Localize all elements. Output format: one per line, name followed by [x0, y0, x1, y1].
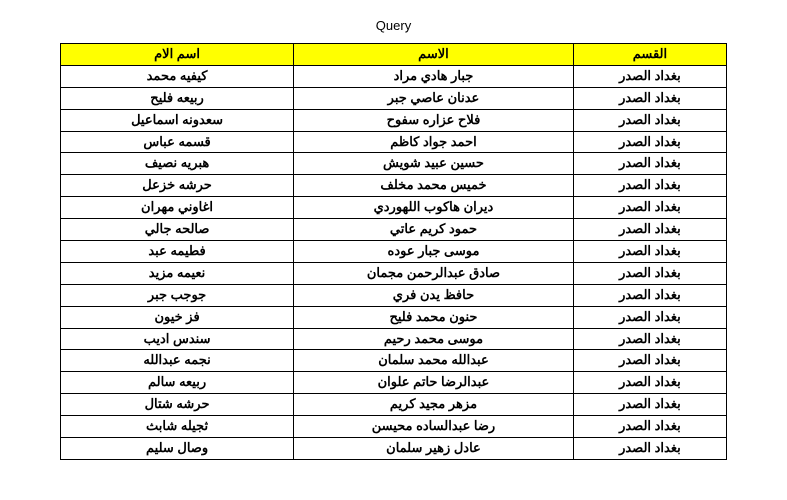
cell-mother: كيفيه محمد	[61, 65, 294, 87]
cell-name: عبدالله محمد سلمان	[294, 350, 574, 372]
table-row: بغداد الصدرفلاح عزاره سفوحسعدونه اسماعيل	[61, 109, 727, 131]
col-header-name: الاسم	[294, 44, 574, 66]
cell-mother: نجمه عبدالله	[61, 350, 294, 372]
cell-dept: بغداد الصدر	[573, 416, 726, 438]
table-row: بغداد الصدرعبدالله محمد سلماننجمه عبدالل…	[61, 350, 727, 372]
cell-mother: فطيمه عبد	[61, 241, 294, 263]
cell-dept: بغداد الصدر	[573, 219, 726, 241]
cell-dept: بغداد الصدر	[573, 306, 726, 328]
cell-dept: بغداد الصدر	[573, 438, 726, 460]
cell-mother: حرشه شتال	[61, 394, 294, 416]
cell-mother: سندس اديب	[61, 328, 294, 350]
col-header-mother: اسم الام	[61, 44, 294, 66]
cell-mother: قسمه عباس	[61, 131, 294, 153]
cell-name: حافظ يدن فري	[294, 284, 574, 306]
table-row: بغداد الصدرحسين عبيد شويشهبريه نصيف	[61, 153, 727, 175]
table-row: بغداد الصدرحمود كريم عاتيصالحه جالي	[61, 219, 727, 241]
page-title: Query	[0, 0, 787, 43]
cell-dept: بغداد الصدر	[573, 262, 726, 284]
cell-name: خميس محمد مخلف	[294, 175, 574, 197]
cell-name: فلاح عزاره سفوح	[294, 109, 574, 131]
cell-mother: ربيعه فليح	[61, 87, 294, 109]
table-row: بغداد الصدرخميس محمد مخلفحرشه خزعل	[61, 175, 727, 197]
cell-dept: بغداد الصدر	[573, 65, 726, 87]
cell-name: عبدالرضا حاتم علوان	[294, 372, 574, 394]
cell-mother: وصال سليم	[61, 438, 294, 460]
cell-mother: فز خيون	[61, 306, 294, 328]
cell-name: عدنان عاصي جبر	[294, 87, 574, 109]
cell-dept: بغداد الصدر	[573, 241, 726, 263]
cell-name: رضا عبدالساده محيسن	[294, 416, 574, 438]
cell-name: عادل زهير سلمان	[294, 438, 574, 460]
cell-dept: بغداد الصدر	[573, 175, 726, 197]
data-table: القسم الاسم اسم الام بغداد الصدرجبار هاد…	[60, 43, 727, 460]
cell-dept: بغداد الصدر	[573, 284, 726, 306]
table-container: القسم الاسم اسم الام بغداد الصدرجبار هاد…	[0, 43, 787, 460]
cell-dept: بغداد الصدر	[573, 131, 726, 153]
cell-name: مزهر مجيد كريم	[294, 394, 574, 416]
table-row: بغداد الصدراحمد جواد كاظمقسمه عباس	[61, 131, 727, 153]
cell-name: حنون محمد فليح	[294, 306, 574, 328]
cell-name: موسى جبار عوده	[294, 241, 574, 263]
cell-mother: هبريه نصيف	[61, 153, 294, 175]
cell-dept: بغداد الصدر	[573, 109, 726, 131]
cell-mother: اغاوني مهران	[61, 197, 294, 219]
cell-dept: بغداد الصدر	[573, 350, 726, 372]
cell-mother: جوجب جبر	[61, 284, 294, 306]
cell-name: حسين عبيد شويش	[294, 153, 574, 175]
cell-name: جبار هادي مراد	[294, 65, 574, 87]
table-row: بغداد الصدرديران هاكوب اللهوردياغاوني مه…	[61, 197, 727, 219]
table-header-row: القسم الاسم اسم الام	[61, 44, 727, 66]
cell-dept: بغداد الصدر	[573, 87, 726, 109]
cell-dept: بغداد الصدر	[573, 372, 726, 394]
table-row: بغداد الصدرحنون محمد فليحفز خيون	[61, 306, 727, 328]
cell-mother: نعيمه مزيد	[61, 262, 294, 284]
cell-dept: بغداد الصدر	[573, 197, 726, 219]
table-row: بغداد الصدرعبدالرضا حاتم علوانربيعه سالم	[61, 372, 727, 394]
cell-mother: ربيعه سالم	[61, 372, 294, 394]
table-row: بغداد الصدرحافظ يدن فريجوجب جبر	[61, 284, 727, 306]
cell-mother: سعدونه اسماعيل	[61, 109, 294, 131]
cell-name: حمود كريم عاتي	[294, 219, 574, 241]
table-row: بغداد الصدرعادل زهير سلمانوصال سليم	[61, 438, 727, 460]
cell-name: احمد جواد كاظم	[294, 131, 574, 153]
cell-name: صادق عبدالرحمن مجمان	[294, 262, 574, 284]
table-row: بغداد الصدرعدنان عاصي جبرربيعه فليح	[61, 87, 727, 109]
cell-mother: صالحه جالي	[61, 219, 294, 241]
table-row: بغداد الصدرمزهر مجيد كريمحرشه شتال	[61, 394, 727, 416]
table-row: بغداد الصدرجبار هادي مرادكيفيه محمد	[61, 65, 727, 87]
cell-dept: بغداد الصدر	[573, 394, 726, 416]
cell-dept: بغداد الصدر	[573, 153, 726, 175]
cell-dept: بغداد الصدر	[573, 328, 726, 350]
table-body: بغداد الصدرجبار هادي مرادكيفيه محمدبغداد…	[61, 65, 727, 459]
cell-mother: ثجيله شابث	[61, 416, 294, 438]
col-header-dept: القسم	[573, 44, 726, 66]
table-row: بغداد الصدررضا عبدالساده محيسنثجيله شابث	[61, 416, 727, 438]
table-row: بغداد الصدرموسى جبار عودهفطيمه عبد	[61, 241, 727, 263]
cell-name: ديران هاكوب اللهوردي	[294, 197, 574, 219]
table-row: بغداد الصدرصادق عبدالرحمن مجماننعيمه مزي…	[61, 262, 727, 284]
cell-mother: حرشه خزعل	[61, 175, 294, 197]
cell-name: موسى محمد رحيم	[294, 328, 574, 350]
table-row: بغداد الصدرموسى محمد رحيمسندس اديب	[61, 328, 727, 350]
